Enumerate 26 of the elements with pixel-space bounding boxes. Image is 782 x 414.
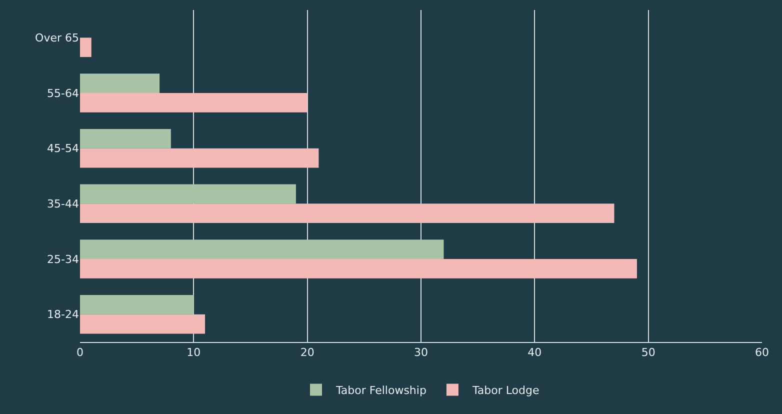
x-tick-label: 0: [76, 346, 84, 360]
x-tick-label: 50: [641, 346, 656, 360]
y-tick-label: 18-24: [47, 308, 79, 322]
bar: [80, 314, 206, 334]
bar: [80, 240, 444, 259]
y-tick-label: 45-54: [47, 142, 79, 156]
bar: [80, 259, 637, 278]
bar: [80, 184, 296, 204]
bar: [80, 93, 308, 112]
bar: [80, 294, 194, 314]
bar: [80, 38, 92, 58]
x-tick-label: 40: [528, 346, 542, 360]
bar: [80, 74, 160, 93]
x-tick-label: 10: [186, 346, 201, 360]
y-tick-label: 25-34: [47, 252, 79, 266]
x-tick-label: 20: [300, 346, 314, 360]
y-tick-label: 55-64: [47, 86, 79, 100]
x-tick-label: 60: [755, 346, 769, 360]
y-tick-label: 35-44: [47, 198, 79, 211]
bar: [80, 148, 319, 168]
legend-label: Tabor Fellowship: [335, 384, 426, 397]
y-tick-label: Over 65: [35, 32, 79, 45]
bar: [80, 204, 614, 224]
legend-label: Tabor Lodge: [471, 384, 540, 397]
bar: [80, 128, 171, 148]
x-tick-label: 30: [414, 346, 428, 360]
